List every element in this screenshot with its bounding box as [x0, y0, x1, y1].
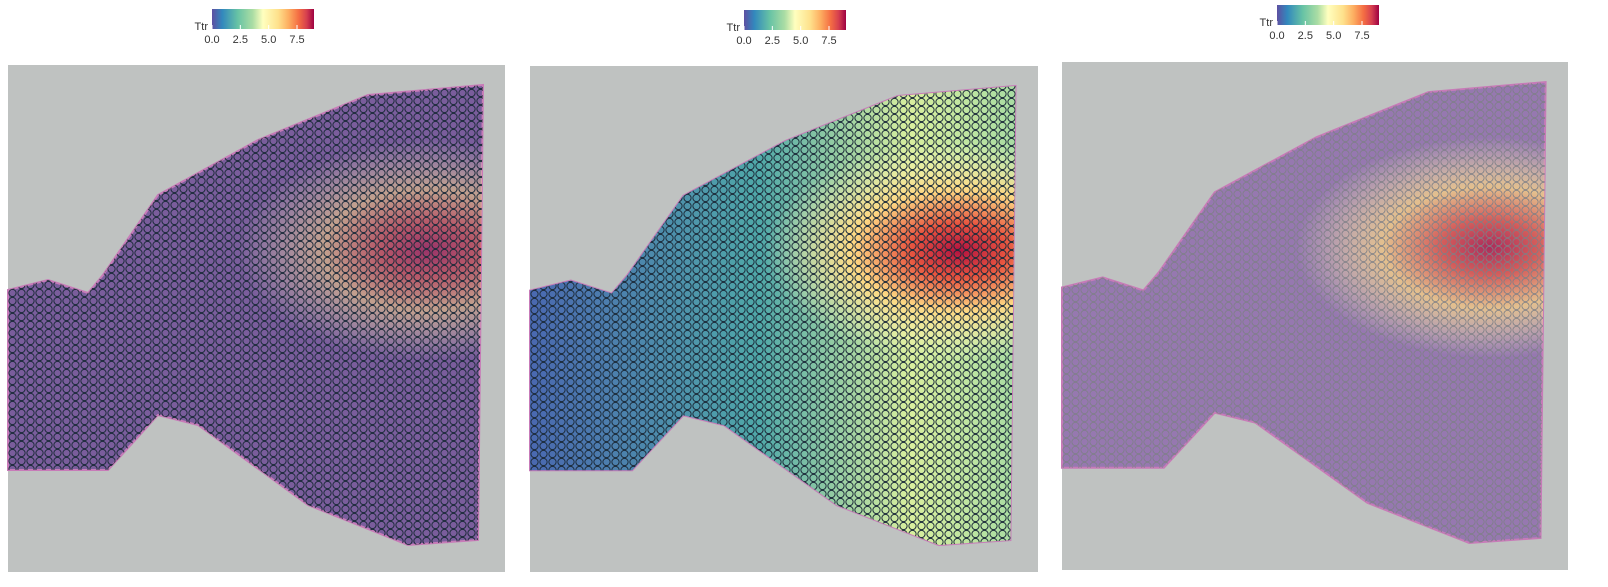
- colorbar-tick-label: 5.0: [793, 35, 808, 47]
- panel: [1062, 62, 1608, 570]
- figure: Ttr0.02.55.07.5Ttr0.02.55.07.5Ttr0.02.55…: [0, 0, 1608, 587]
- legend-title: Ttr: [195, 21, 209, 33]
- colorbar-tick-label: 0.0: [736, 35, 751, 47]
- colorbar-tick-label: 7.5: [821, 35, 836, 47]
- colorbar-tick-label: 5.0: [1326, 30, 1341, 42]
- panel: [530, 66, 1154, 572]
- colorbar: [1277, 5, 1379, 25]
- colorbar-tick-label: 0.0: [204, 34, 219, 46]
- colorbar-tick-label: 0.0: [1269, 30, 1284, 42]
- colorbar-tick-label: 7.5: [1354, 30, 1369, 42]
- colorbar-tick-label: 5.0: [261, 34, 276, 46]
- legend-title: Ttr: [1260, 17, 1274, 29]
- colorbar: [744, 10, 846, 30]
- legend-title: Ttr: [727, 22, 741, 34]
- colorbar-tick-label: 2.5: [233, 34, 248, 46]
- colorbar-tick-label: 2.5: [1298, 30, 1313, 42]
- colorbar: [212, 9, 314, 29]
- colorbar-tick-label: 2.5: [765, 35, 780, 47]
- panel: [8, 65, 618, 572]
- colorbar-tick-label: 7.5: [289, 34, 304, 46]
